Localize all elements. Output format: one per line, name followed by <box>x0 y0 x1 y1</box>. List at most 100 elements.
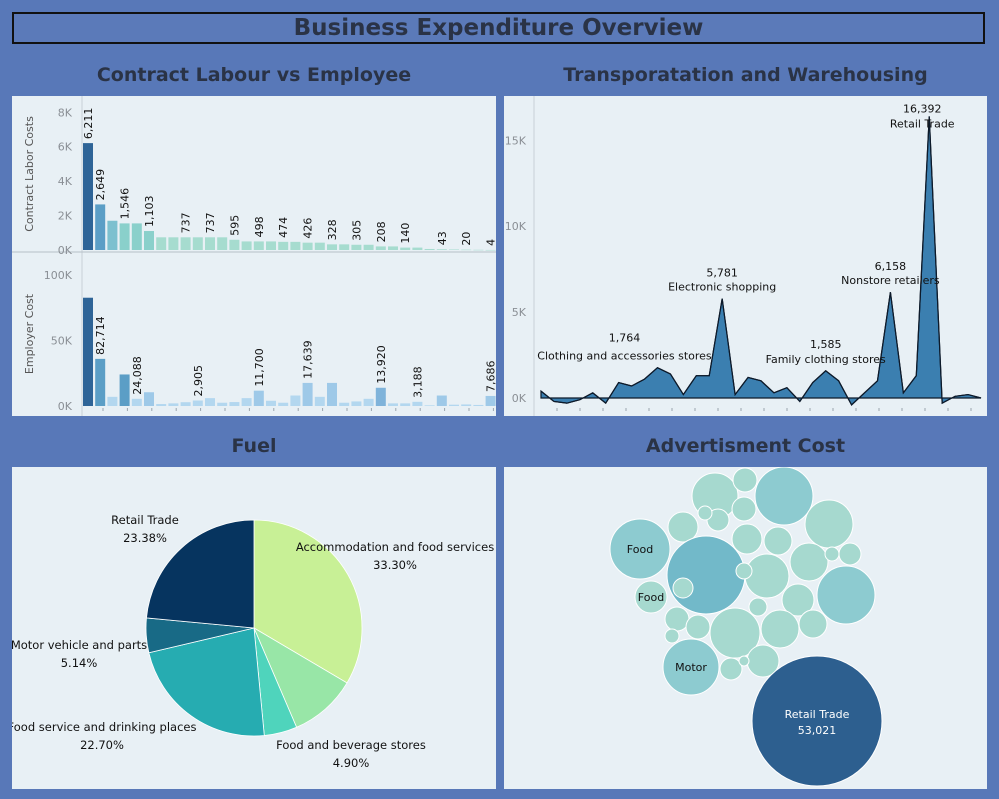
employer-bar <box>156 404 167 406</box>
employer-bar <box>83 297 93 406</box>
transport-annotation-value: 1,585 <box>810 338 842 351</box>
contract-bar <box>278 241 289 250</box>
advert-bubble <box>744 553 790 599</box>
employer-bar <box>302 382 313 406</box>
employer-bar <box>339 402 350 406</box>
contract-labour-chart: Contract Labor Costs Employer Cost 0K 2K 4… <box>12 96 519 416</box>
transport-annotation-value: 1,764 <box>609 332 641 345</box>
fuel-slice-name: Food and beverage stores <box>276 738 426 752</box>
contract-ytick-label: 8K <box>58 106 73 119</box>
advert-bubble <box>609 518 671 580</box>
contract-bar <box>449 249 459 250</box>
contract-bar <box>217 237 228 250</box>
advert-bubble <box>709 607 761 659</box>
advert-bubble <box>789 542 829 582</box>
contract-data-label: 595 <box>228 215 241 236</box>
transport-section-title: Transporatation and Warehousing <box>563 64 928 86</box>
employer-data-label: 13,920 <box>375 345 388 384</box>
fuel-pie-slice <box>253 519 363 684</box>
contract-data-label: 305 <box>350 220 363 241</box>
advert-bubble <box>760 609 800 649</box>
employer-bar <box>278 402 289 406</box>
contract-bar <box>241 241 252 250</box>
employer-bar <box>180 402 191 406</box>
advert-bubble <box>634 580 668 614</box>
contract-bar <box>107 220 118 250</box>
fuel-slice-name: Accommodation and food services <box>296 540 494 554</box>
advert-bubble <box>662 638 720 696</box>
advert-bubble <box>763 526 793 556</box>
employer-bar <box>168 403 179 406</box>
employer-data-label: 2,905 <box>192 365 205 397</box>
advert-bubble-label: Motor <box>675 661 707 674</box>
fuel-slice-name: Food service and drinking places <box>12 720 196 734</box>
transport-annotation-label: Clothing and accessories stores <box>537 350 712 363</box>
contract-bar <box>253 241 264 250</box>
employer-bar <box>485 395 496 406</box>
contract-bar <box>144 231 154 250</box>
advert-bubble-label: Food <box>638 591 664 604</box>
contract-data-label: 737 <box>204 212 217 233</box>
employer-bar <box>253 390 264 406</box>
employer-ytick-label: 0K <box>58 400 73 413</box>
advert-bubble <box>697 505 713 521</box>
contract-bar <box>180 237 191 250</box>
transport-area-chart: 0K 5K 10K 15K 1,764 Clothing and accessories … <box>505 96 995 416</box>
transport-line <box>540 116 982 406</box>
transport-annotation-label: Family clothing stores <box>766 353 886 366</box>
contract-bar <box>205 237 215 250</box>
employer-data-label: 3,188 <box>411 366 424 398</box>
advert-bubble <box>748 597 768 617</box>
transport-annotation-value: 16,392 <box>903 102 942 115</box>
employer-cost-bars: 0K 50K 100K 82,714 24,088 2,905 11,700 17,639 13… <box>44 269 519 413</box>
employer-bar <box>449 404 459 406</box>
employer-bar <box>461 404 472 406</box>
fuel-section-title: Fuel <box>231 435 277 457</box>
contract-data-label: 4 <box>485 239 496 246</box>
contract-data-label: 43 <box>436 231 449 245</box>
advert-bubble <box>667 511 699 543</box>
contract-bar <box>388 246 398 250</box>
contract-bar <box>266 241 276 250</box>
contract-bar <box>473 249 484 251</box>
transport-panel: 0K 5K 10K 15K 1,764 Clothing and accessories … <box>504 96 995 416</box>
contract-ylabel: Contract Labor Costs <box>23 116 36 232</box>
fuel-pie-slice <box>148 627 265 737</box>
contract-ytick-label: 4K <box>58 175 73 188</box>
contract-data-label: 737 <box>180 212 193 233</box>
fuel-slice-name: Motor vehicle and parts <box>12 638 147 652</box>
contract-bar <box>156 237 167 250</box>
employer-bar <box>217 402 228 406</box>
employer-bar <box>131 398 142 406</box>
contract-panel: Contract Labor Costs Employer Cost 0K 2K 4… <box>12 96 519 416</box>
contract-bar <box>302 242 313 250</box>
employer-bar <box>424 405 435 406</box>
contract-bar <box>192 237 203 250</box>
employer-bar <box>290 395 301 406</box>
transport-annotation-value: 5,781 <box>706 267 738 280</box>
contract-section-title: Contract Labour vs Employee <box>96 64 412 86</box>
employer-bar <box>400 403 411 406</box>
fuel-slice-name: Retail Trade <box>111 513 179 527</box>
transport-ytick-label: 10K <box>505 220 527 233</box>
advert-bubble-chart: Food Food Motor Retail Trade 53,021 <box>609 466 883 787</box>
contract-ytick-label: 2K <box>58 210 73 223</box>
employer-ylabel: Employer Cost <box>23 293 36 374</box>
advert-bubble <box>735 562 753 580</box>
page-title-box: Business Expenditure Overview <box>12 12 985 44</box>
employer-bar <box>436 395 447 406</box>
advert-bubble-label: Food <box>627 543 653 556</box>
advert-panel: Food Food Motor Retail Trade 53,021 <box>504 466 987 789</box>
employer-bar <box>119 374 130 406</box>
advert-bubble <box>685 614 711 640</box>
transport-annotation-label: Retail Trade <box>890 117 955 130</box>
contract-bar <box>168 237 179 250</box>
contract-bar <box>327 244 337 250</box>
contract-data-label: 474 <box>277 217 290 238</box>
employer-bar <box>375 387 386 406</box>
contract-bar <box>95 204 106 250</box>
transport-annotation-label: Electronic shopping <box>668 281 776 294</box>
employer-bar <box>412 401 423 406</box>
fuel-slice-percent: 22.70% <box>80 738 124 752</box>
contract-data-label: 426 <box>302 218 315 239</box>
